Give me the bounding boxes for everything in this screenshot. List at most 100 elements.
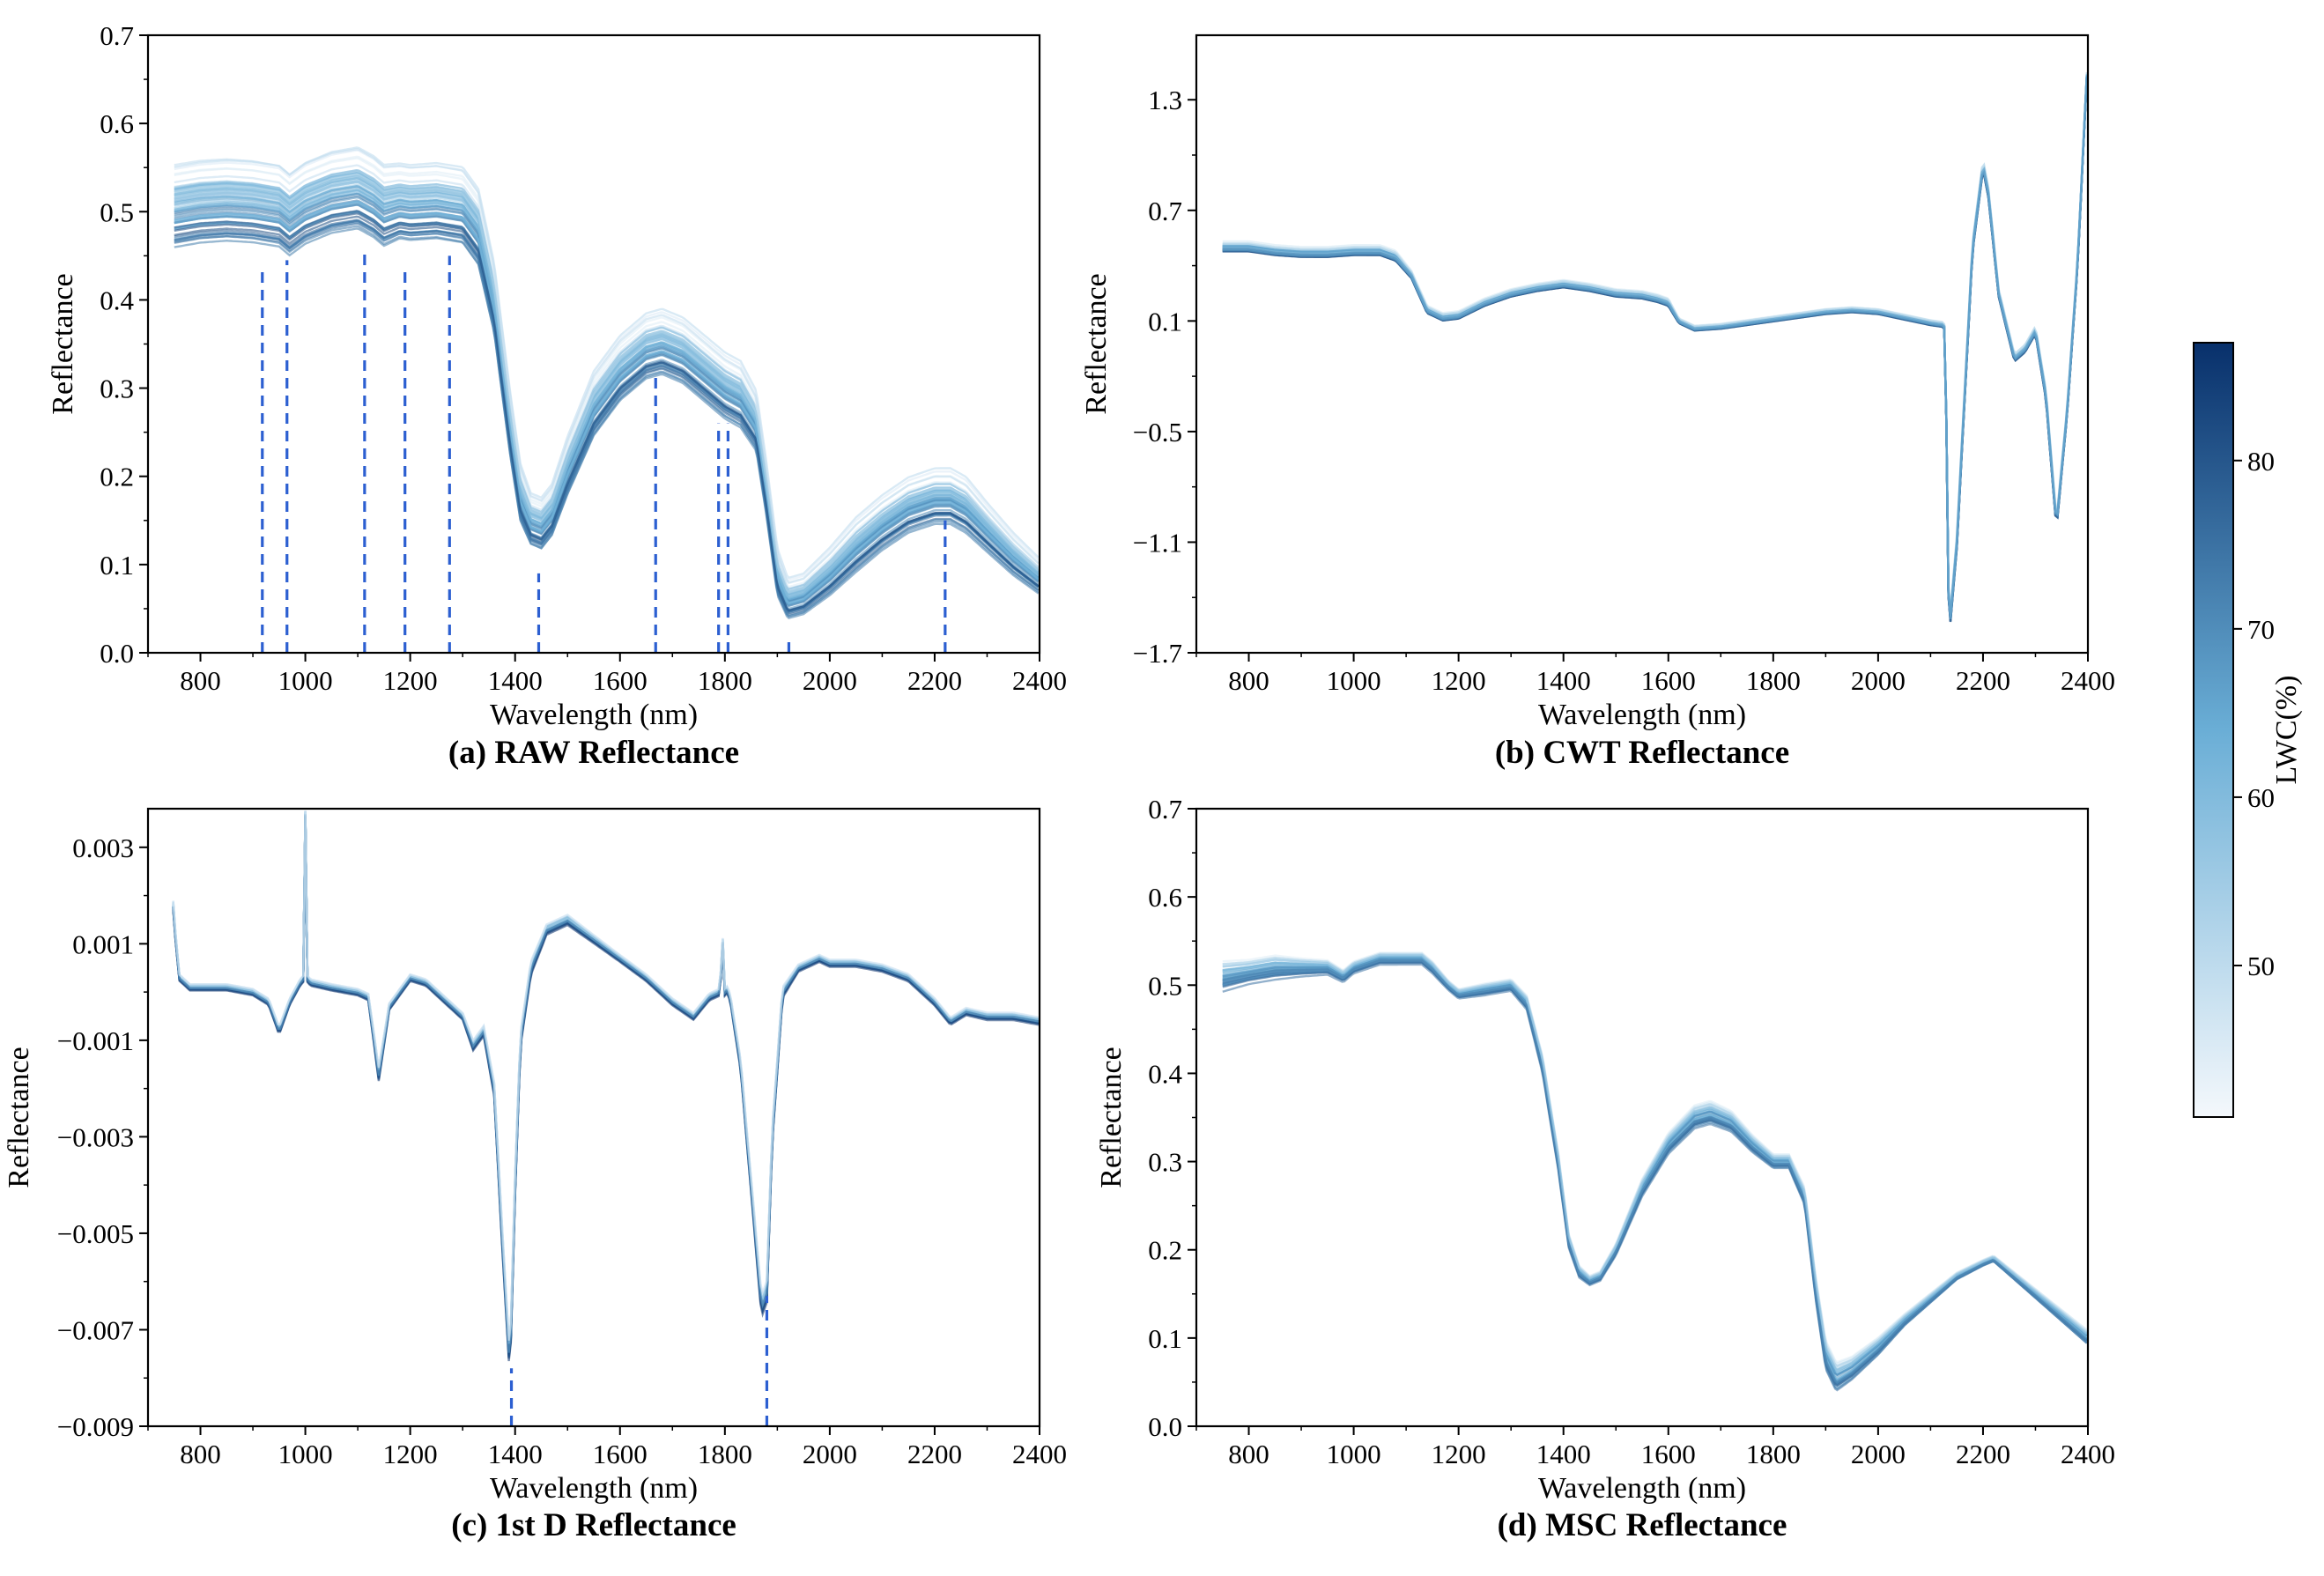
series-line <box>172 814 1040 1353</box>
plot-frame <box>146 807 1041 1428</box>
x-tick-label: 1800 <box>1746 1439 1801 1469</box>
y-tick-label: 0.0 <box>1148 1411 1182 1442</box>
y-tick-label: −0.007 <box>57 1314 134 1345</box>
y-tick-label: 0.003 <box>72 832 134 863</box>
series-line <box>172 810 1040 1344</box>
y-axis-label: Reflectance <box>3 1047 35 1188</box>
series-line <box>172 813 1040 1351</box>
y-tick-label: −0.005 <box>57 1218 134 1249</box>
series-line <box>1222 963 2088 1392</box>
y-tick-label: 0.4 <box>1148 1058 1182 1089</box>
series-line <box>172 812 1040 1350</box>
x-tick-label: 2200 <box>1956 665 2010 696</box>
y-tick-label: 0.7 <box>1148 794 1182 825</box>
x-tick-label: 800 <box>180 1439 221 1469</box>
series-line <box>172 816 1040 1359</box>
x-tick-label: 2400 <box>2061 665 2115 696</box>
y-tick-label: −0.003 <box>57 1121 134 1152</box>
x-tick-label: 1400 <box>1536 1439 1591 1469</box>
panel-d: 800 1000 1200 1400 1600 1800 2000 2200 2400 0.0 0.… <box>1095 794 2115 1543</box>
colorbar-bar <box>2193 342 2234 1118</box>
x-tick-label: 2200 <box>907 1439 962 1469</box>
series-line <box>172 815 1040 1356</box>
panel-caption: (c) 1st D Reflectance <box>451 1507 736 1543</box>
series-line <box>174 212 1040 612</box>
series-line <box>172 814 1040 1354</box>
series-line <box>172 814 1040 1355</box>
x-tick-label: 1000 <box>278 1439 333 1469</box>
x-tick-label: 2000 <box>1851 1439 1906 1469</box>
y-tick-label: 0.1 <box>1148 1323 1182 1354</box>
y-tick-label: 0.3 <box>100 374 134 404</box>
plot-frame <box>1195 807 2090 1428</box>
series-line <box>172 814 1040 1353</box>
colorbar-tick-label: 50 <box>2247 951 2275 981</box>
x-tick-label: 1800 <box>1746 665 1801 696</box>
series-line <box>1222 76 2088 619</box>
x-tick-label: 1600 <box>593 665 648 696</box>
y-tick-label: 0.3 <box>1148 1147 1182 1178</box>
y-tick-label: 0.1 <box>100 550 134 581</box>
x-tick-label: 1400 <box>488 1439 543 1469</box>
panels: 800 1000 1200 1400 1600 1800 2000 2200 2400 0.0 0.… <box>3 20 2115 1543</box>
x-tick-label: 1600 <box>1641 1439 1696 1469</box>
series-line <box>172 812 1040 1350</box>
series-line <box>172 815 1040 1356</box>
series-line <box>172 814 1040 1355</box>
y-tick-label: 0.001 <box>72 929 134 959</box>
series-line <box>174 149 1040 581</box>
panel-caption: (a) RAW Reflectance <box>448 735 739 771</box>
y-tick-label: 0.2 <box>100 462 134 492</box>
series-line <box>1222 961 2088 1387</box>
x-tick-label: 1000 <box>1327 665 1381 696</box>
y-tick-label: 1.3 <box>1148 85 1182 115</box>
y-tick-label: 0.0 <box>100 638 134 669</box>
panel-c: 800 1000 1200 1400 1600 1800 2000 2200 2400 0.003… <box>3 807 1067 1543</box>
series-line <box>172 813 1040 1351</box>
x-tick-label: 2000 <box>803 1439 857 1469</box>
panel-a: 800 1000 1200 1400 1600 1800 2000 2200 2400 0.0 0.… <box>47 20 1067 771</box>
y-tick-label: −0.001 <box>57 1025 134 1056</box>
x-tick-label: 1200 <box>383 665 438 696</box>
x-tick-label: 1400 <box>1536 665 1591 696</box>
series-line <box>172 814 1040 1353</box>
series-line <box>174 176 1040 597</box>
y-tick-label: −1.1 <box>1133 527 1182 558</box>
series-line <box>174 200 1040 604</box>
series-line <box>174 148 1040 584</box>
series-line <box>1222 957 2088 1377</box>
x-tick-label: 1800 <box>698 665 752 696</box>
series-line <box>172 815 1040 1358</box>
x-axis-label: Wavelength (nm) <box>1538 1472 1746 1505</box>
y-tick-label: −0.5 <box>1133 417 1182 448</box>
plot-frame <box>1195 33 2090 655</box>
x-tick-label: 2400 <box>1012 1439 1067 1469</box>
x-tick-label: 1000 <box>1327 1439 1381 1469</box>
series-line <box>172 811 1040 1346</box>
series-line <box>172 814 1040 1355</box>
series-line <box>172 813 1040 1351</box>
colorbar-label: LWC(%) <box>2270 676 2303 785</box>
series-line <box>174 225 1040 620</box>
y-tick-label: 0.2 <box>1148 1235 1182 1266</box>
series-line <box>174 192 1040 603</box>
series-group <box>1222 951 2088 1392</box>
x-axis-label: Wavelength (nm) <box>1538 699 1746 731</box>
series-line <box>172 815 1040 1358</box>
x-tick-label: 2000 <box>1851 665 1906 696</box>
series-line <box>174 199 1040 606</box>
series-line <box>172 815 1040 1358</box>
series-line <box>1222 955 2088 1374</box>
series-line <box>172 810 1040 1344</box>
series-line <box>172 810 1040 1344</box>
x-tick-label: 1600 <box>593 1439 648 1469</box>
y-tick-label: 0.7 <box>100 20 134 51</box>
series-line <box>172 810 1040 1341</box>
series-line <box>172 813 1040 1351</box>
y-axis-label: Reflectance <box>47 273 79 414</box>
plot-frame <box>146 33 1041 655</box>
y-tick-label: 0.6 <box>100 108 134 139</box>
series-line <box>174 219 1040 614</box>
y-tick-label: 0.6 <box>1148 882 1182 913</box>
y-tick-label: −1.7 <box>1133 638 1182 669</box>
